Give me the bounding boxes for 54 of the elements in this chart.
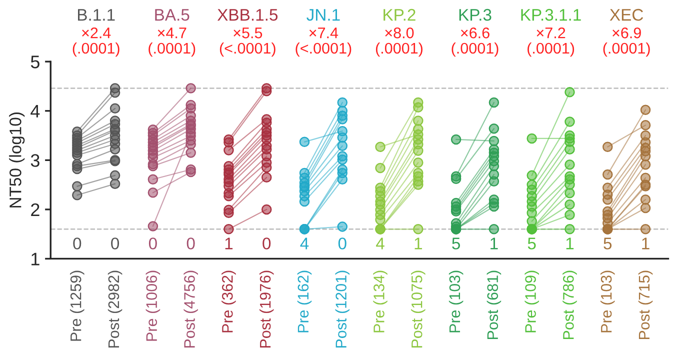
annotation: 0 (73, 238, 82, 250)
x-tick-label: Post (681) (486, 270, 502, 340)
text: ×6.9 (.0001) (603, 27, 650, 57)
text: BA.5 (155, 9, 190, 21)
y-tick-label: 4 (30, 105, 40, 118)
x-tick-label: Post (715) (638, 270, 653, 340)
annotation: 0 (148, 238, 157, 250)
y-tick-label: 2 (31, 203, 40, 216)
x-tick-label: Post (1976) (259, 270, 274, 348)
text: KP.3 (459, 8, 492, 21)
annotation: 1 (414, 238, 422, 250)
text: ×5.5 (<.0001) (220, 28, 276, 57)
y-tick-label: 3 (30, 154, 40, 167)
x-tick-label: Pre (109) (524, 270, 539, 332)
x-tick-label: Post (786) (562, 270, 577, 340)
annotation: 1 (566, 238, 574, 250)
annotation: 0 (262, 238, 271, 250)
annotation: 0 (186, 238, 195, 250)
x-tick-label: Pre (103) (600, 270, 615, 332)
annotation: 5 (604, 238, 612, 250)
text: KP.2 (384, 8, 416, 21)
x-tick-label: Post (4756) (184, 270, 198, 348)
x-tick-label: Pre (162) (297, 270, 312, 332)
text: XEC (610, 8, 644, 21)
x-tick-label: Pre (1006) (146, 270, 160, 341)
x-tick-label: Pre (103) (448, 270, 464, 332)
y-tick-label: 5 (30, 56, 40, 68)
text: ×8.0 (.0001) (376, 27, 422, 57)
annotation: 5 (528, 238, 536, 250)
text: XBB.1.5 (217, 9, 278, 21)
text: JN.1 (306, 9, 340, 21)
annotation: 1 (642, 238, 650, 250)
text: KP.3.1.1 (521, 8, 581, 21)
annotation: 1 (225, 238, 233, 250)
text: B.1.1 (78, 9, 115, 21)
text: ×7.4 (<.0001) (296, 28, 352, 57)
annotation: 4 (300, 238, 309, 250)
y-axis-title: NT50 (log10) (9, 112, 25, 208)
annotation: 4 (376, 238, 384, 250)
y-tick-label: 1 (32, 252, 40, 266)
x-tick-label: Pre (134) (373, 270, 388, 332)
x-tick-label: Post (2982) (108, 270, 122, 348)
text: ×2.4 (.0001) (72, 27, 120, 57)
text: ×4.7 (.0001) (148, 28, 196, 57)
text: ×7.2 (.0001) (528, 27, 574, 57)
x-tick-label: Post (1075) (411, 270, 426, 348)
x-tick-label: Pre (362) (222, 270, 236, 332)
annotation: 0 (338, 238, 346, 250)
annotation: 0 (111, 238, 120, 250)
x-tick-label: Post (1201) (335, 270, 350, 348)
annotation: 5 (452, 238, 460, 250)
text: ×6.6 (.0001) (452, 27, 498, 57)
annotation: 1 (490, 238, 498, 250)
x-tick-label: Pre (1259) (70, 270, 84, 341)
